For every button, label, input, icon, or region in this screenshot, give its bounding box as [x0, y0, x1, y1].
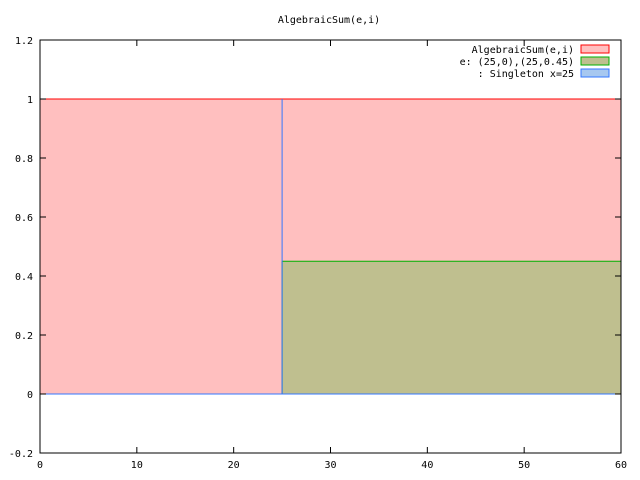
- y-tick-label: -0.2: [9, 449, 33, 460]
- legend-swatch: [580, 68, 610, 78]
- y-tick-label: 0.4: [15, 272, 33, 283]
- x-tick-label: 30: [324, 460, 336, 471]
- y-tick-label: 1.2: [15, 36, 33, 47]
- series-line-2: [40, 99, 621, 395]
- chart-title: AlgebraicSum(e,i): [278, 15, 380, 26]
- x-tick-label: 0: [37, 460, 43, 471]
- series-fill-1: [282, 261, 621, 394]
- series-fills: [40, 99, 621, 394]
- x-tick-label: 10: [131, 460, 143, 471]
- x-tick-label: 40: [421, 460, 433, 471]
- legend-label: : Singleton x=25: [478, 69, 574, 80]
- x-tick-label: 50: [518, 460, 530, 471]
- y-tick-label: 1: [27, 95, 33, 106]
- legend-swatch: [580, 56, 610, 66]
- legend-label: AlgebraicSum(e,i): [472, 45, 574, 56]
- series-lines: [40, 98, 621, 395]
- y-tick-label: 0.6: [15, 213, 33, 224]
- axis-ticks: 0 10 20 30 40 50 60 -0.2 0 0.2 0.4 0.6 0.8 1 1.2: [9, 36, 627, 471]
- legend-swatch: [580, 44, 610, 54]
- y-tick-label: 0: [27, 390, 33, 401]
- legend: AlgebraicSum(e,i)e: (25,0),(25,0.45): Si…: [460, 44, 610, 80]
- legend-label: e: (25,0),(25,0.45): [460, 57, 574, 68]
- y-tick-label: 0.2: [15, 331, 33, 342]
- x-tick-label: 60: [615, 460, 627, 471]
- x-tick-label: 20: [228, 460, 240, 471]
- y-tick-label: 0.8: [15, 154, 33, 165]
